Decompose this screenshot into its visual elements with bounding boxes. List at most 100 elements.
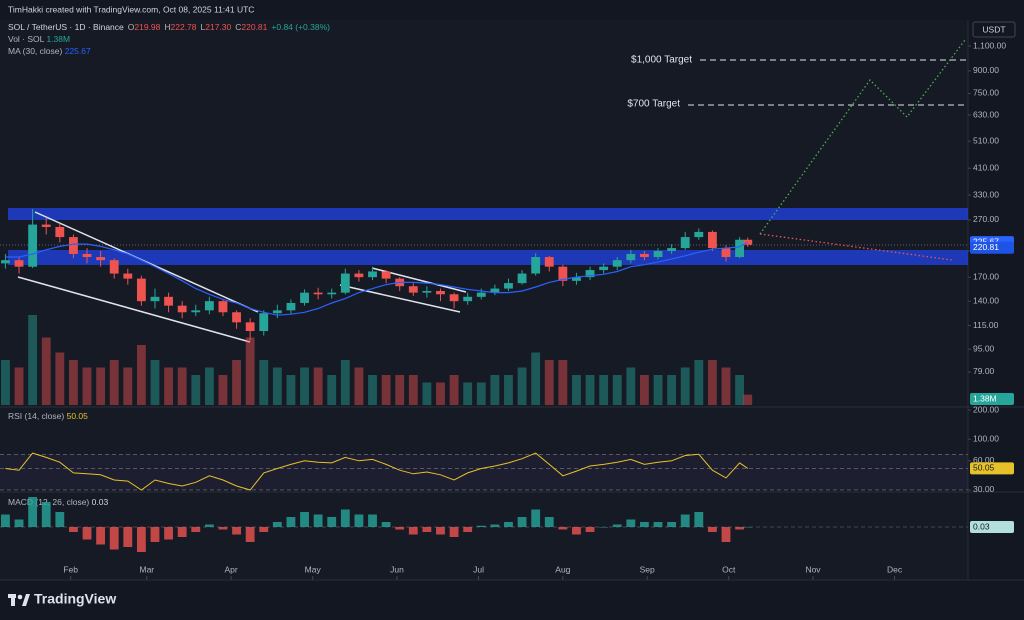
candle-body bbox=[123, 273, 133, 279]
volume-bar bbox=[504, 375, 513, 405]
macd-bar bbox=[55, 512, 65, 527]
volume-bar bbox=[272, 367, 282, 405]
macd-bar bbox=[340, 509, 350, 527]
candle-body bbox=[340, 273, 350, 293]
volume-bar bbox=[14, 367, 24, 405]
macd-bar bbox=[96, 527, 106, 545]
macd-bar bbox=[517, 517, 527, 527]
volume-bar bbox=[558, 360, 568, 405]
price-badge: 220.81 bbox=[973, 242, 999, 252]
y-tick-label: 30.00 bbox=[973, 484, 995, 494]
candle-body bbox=[204, 301, 214, 311]
volume-bar bbox=[490, 375, 500, 405]
macd-bar bbox=[232, 527, 241, 535]
volume-bar bbox=[164, 367, 174, 405]
y-tick-label: 900.00 bbox=[973, 65, 999, 75]
macd-bar bbox=[259, 527, 269, 532]
candle-body bbox=[259, 313, 269, 332]
macd-bar bbox=[476, 525, 486, 527]
symbol: SOL / TetherUS · 1D · Binance bbox=[8, 22, 124, 32]
macd-bar bbox=[490, 524, 500, 527]
macd-bar bbox=[327, 517, 337, 527]
logo-mark bbox=[11, 594, 15, 606]
legend-value: 225.67 bbox=[65, 46, 91, 56]
x-tick-label: May bbox=[305, 564, 322, 574]
candle-body bbox=[517, 273, 527, 284]
volume-bar bbox=[96, 367, 106, 405]
macd-bar bbox=[449, 527, 459, 537]
candle-body bbox=[422, 290, 432, 293]
volume-bar bbox=[626, 367, 636, 405]
candle-body bbox=[1, 260, 10, 264]
volume-bar bbox=[422, 382, 432, 405]
macd-bar bbox=[585, 527, 595, 532]
macd-bar bbox=[667, 522, 677, 527]
volume-bar bbox=[544, 360, 554, 405]
volume-bar bbox=[191, 375, 201, 405]
change: +0.84 (+0.38%) bbox=[271, 22, 330, 32]
candle-body bbox=[218, 301, 228, 313]
macd-bar bbox=[531, 509, 541, 527]
volume-bar bbox=[68, 360, 78, 405]
macd-bar bbox=[68, 527, 78, 532]
macd-bar bbox=[743, 526, 753, 528]
y-tick-label: 200.00 bbox=[973, 404, 999, 414]
macd-bar bbox=[626, 519, 636, 527]
x-tick-label: Feb bbox=[63, 564, 78, 574]
macd-bar bbox=[612, 524, 622, 527]
legend-value: 1.38M bbox=[46, 34, 70, 44]
candle-body bbox=[109, 260, 119, 274]
volume-bar bbox=[694, 360, 704, 405]
ma-legend: MA (30, close) 225.67 bbox=[8, 46, 91, 56]
macd-bar bbox=[41, 502, 51, 527]
candle-body bbox=[735, 239, 745, 258]
macd-bar bbox=[504, 522, 513, 527]
candle-body bbox=[558, 266, 568, 281]
volume-bar bbox=[232, 360, 241, 405]
rsi-badge: 50.05 bbox=[973, 463, 995, 473]
volume-badge-bg bbox=[970, 393, 1014, 405]
volume-bar bbox=[354, 367, 364, 405]
candle-body bbox=[572, 277, 581, 281]
candle-body bbox=[272, 310, 282, 314]
legend-name: MA (30, close) bbox=[8, 46, 62, 56]
target-label: $700 Target bbox=[627, 99, 680, 110]
x-tick-label: Sep bbox=[640, 564, 655, 574]
y-tick-label: 115.00 bbox=[973, 320, 999, 330]
volume-bar bbox=[517, 367, 527, 405]
ohlc-value: 220.81 bbox=[241, 22, 267, 32]
volume-bar bbox=[463, 382, 473, 405]
macd-bar bbox=[721, 527, 731, 542]
macd-bar bbox=[164, 527, 174, 540]
ohlc-label: H bbox=[164, 22, 170, 32]
volume-bar bbox=[395, 375, 405, 405]
macd-bar bbox=[640, 522, 649, 527]
candle-body bbox=[544, 257, 554, 267]
macd-bar bbox=[680, 514, 690, 527]
macd-bar bbox=[599, 527, 609, 528]
candle-body bbox=[707, 231, 717, 249]
y-tick-label: 270.00 bbox=[973, 214, 999, 224]
macd-bar bbox=[1, 514, 10, 527]
y-tick-label: 95.00 bbox=[973, 343, 995, 353]
volume-bar bbox=[340, 360, 350, 405]
volume-bar bbox=[381, 375, 391, 405]
resistance-zone bbox=[8, 208, 968, 220]
trendline bbox=[339, 284, 461, 313]
volume-bar bbox=[585, 375, 595, 405]
macd-bar bbox=[436, 527, 445, 535]
volume-bar bbox=[136, 345, 146, 405]
candle-body bbox=[436, 290, 445, 295]
volume-badge: 1.38M bbox=[973, 393, 997, 403]
macd-bar bbox=[123, 527, 133, 547]
x-tick-label: Mar bbox=[140, 564, 155, 574]
macd-bar bbox=[286, 517, 296, 527]
candle-body bbox=[408, 286, 418, 293]
y-tick-label: 510.00 bbox=[973, 135, 999, 145]
volume-bar bbox=[531, 352, 541, 405]
symbol-legend: SOL / TetherUS · 1D · Binance O219.98 H222… bbox=[8, 22, 330, 32]
volume-bar bbox=[599, 375, 609, 405]
y-tick-label: 330.00 bbox=[973, 189, 999, 199]
candle-body bbox=[680, 237, 690, 249]
